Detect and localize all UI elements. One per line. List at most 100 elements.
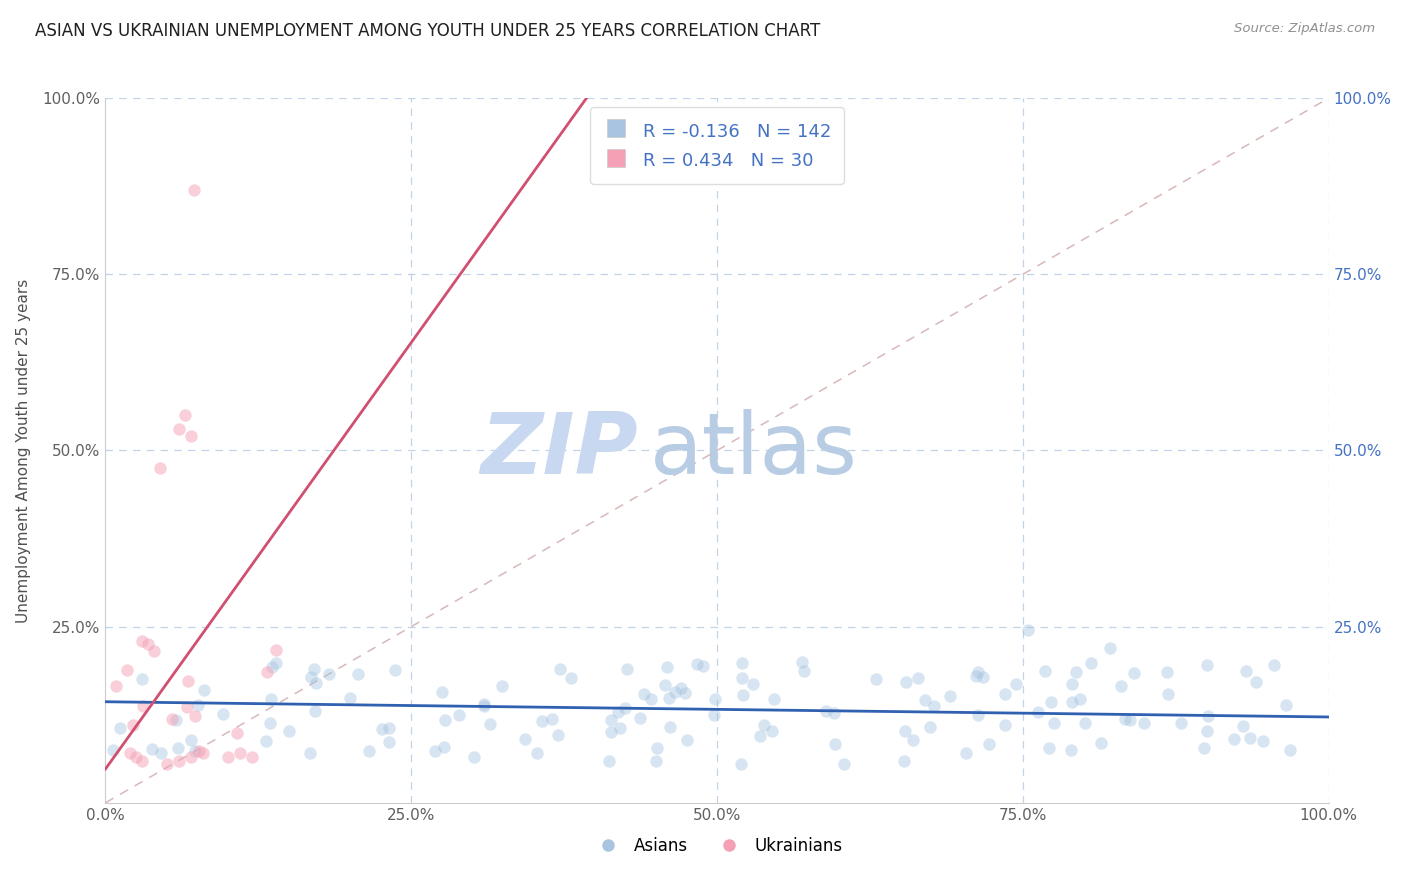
Point [260,692,283,706]
Text: atlas: atlas [650,409,858,492]
Point [423,744,446,758]
Point [633,687,655,701]
Point [749,729,772,743]
Point [277,724,299,739]
Point [125,750,148,764]
Point [1033,665,1056,679]
Point [1017,623,1039,637]
Point [180,750,202,764]
Point [149,461,172,475]
Point [686,657,709,672]
Point [430,685,453,699]
Point [1222,731,1244,746]
Point [645,754,668,768]
Point [730,656,752,670]
Point [1060,677,1083,691]
Point [131,633,153,648]
Point [1251,734,1274,748]
Point [491,679,513,693]
Point [658,720,681,734]
Point [526,747,548,761]
Point [616,662,638,676]
Point [136,637,159,651]
Point [1195,657,1218,672]
Point [384,663,406,677]
Point [955,747,977,761]
Point [149,746,172,760]
Point [640,692,662,706]
Legend: Asians, Ukrainians: Asians, Ukrainians [585,830,849,862]
Point [654,678,676,692]
Point [357,744,380,758]
Point [658,691,681,706]
Y-axis label: Unemployment Among Youth under 25 years: Unemployment Among Youth under 25 years [17,278,31,623]
Point [1098,640,1121,655]
Point [304,705,326,719]
Point [1232,719,1254,733]
Point [299,670,322,684]
Point [370,722,392,736]
Point [994,718,1017,732]
Point [1195,724,1218,739]
Point [478,717,501,731]
Point [742,677,765,691]
Point [211,707,233,722]
Point [180,429,202,443]
Point [609,721,631,735]
Point [1122,666,1144,681]
Point [1197,709,1219,723]
Point [1026,705,1049,719]
Point [733,688,755,702]
Point [1157,688,1180,702]
Point [447,708,470,723]
Point [266,656,288,670]
Text: ASIAN VS UKRAINIAN UNEMPLOYMENT AMONG YOUTH UNDER 25 YEARS CORRELATION CHART: ASIAN VS UKRAINIAN UNEMPLOYMENT AMONG YO… [35,22,820,40]
Point [730,757,752,772]
Point [907,671,929,685]
Point [655,660,678,674]
Point [188,744,211,758]
Point [669,681,692,696]
Point [606,705,628,719]
Point [918,720,941,734]
Point [1074,715,1097,730]
Point [225,726,247,740]
Point [1109,679,1132,693]
Point [1038,741,1060,756]
Point [108,721,131,735]
Point [967,707,990,722]
Point [832,757,855,772]
Text: ZIP: ZIP [479,409,637,492]
Point [965,669,987,683]
Point [628,711,651,725]
Point [463,750,485,764]
Point [972,670,994,684]
Point [600,713,623,727]
Point [193,747,215,761]
Point [814,704,837,718]
Point [824,737,846,751]
Point [1060,743,1083,757]
Point [240,750,263,764]
Point [217,750,239,764]
Point [1156,665,1178,679]
Point [645,740,668,755]
Point [184,744,207,758]
Point [177,674,200,689]
Point [731,672,754,686]
Point [165,714,187,728]
Point [548,662,571,676]
Point [260,660,283,674]
Point [299,746,322,760]
Point [977,737,1000,751]
Point [318,667,340,681]
Point [1239,731,1261,746]
Point [104,679,127,693]
Point [305,675,328,690]
Point [118,747,141,761]
Point [761,723,783,738]
Point [180,732,202,747]
Point [167,422,190,436]
Point [1043,716,1066,731]
Point [967,665,990,679]
